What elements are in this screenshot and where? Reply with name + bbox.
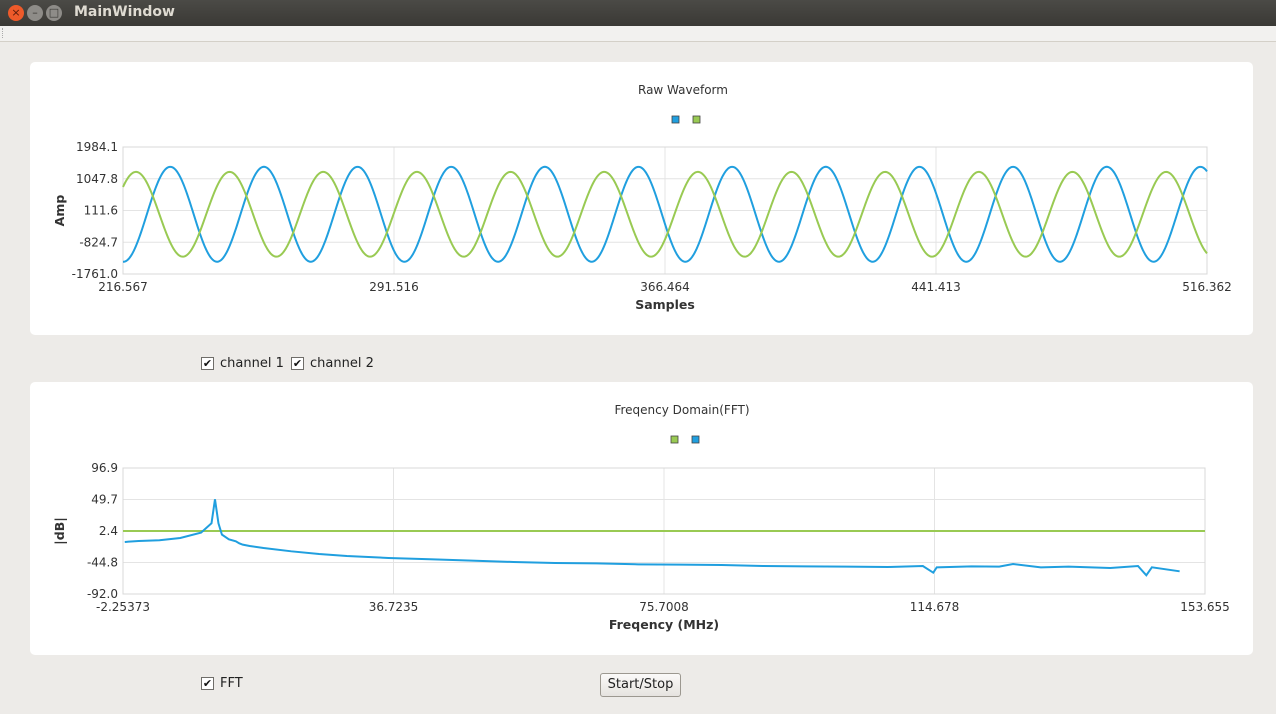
x-tick-label: -2.25373	[96, 600, 150, 614]
close-window-button[interactable]: ×	[8, 5, 24, 21]
x-tick-label: 216.567	[98, 280, 148, 294]
channel1-label: channel 1	[220, 356, 284, 371]
y-tick-label: 111.6	[84, 204, 118, 218]
legend-marker	[692, 115, 701, 124]
fft-checkbox[interactable]: ✔ FFT	[201, 676, 243, 691]
y-tick-label: 1984.1	[76, 140, 118, 154]
y-axis-label: Amp	[52, 195, 67, 227]
menu-bar	[0, 26, 1276, 42]
y-tick-label: 96.9	[91, 461, 118, 475]
raw-waveform-chart: Raw Waveform 216.567 291.516 366.464 441.413…	[30, 62, 1253, 335]
plot-area-border	[122, 146, 1208, 275]
legend-marker	[671, 115, 680, 124]
y-tick-label: -824.7	[79, 235, 118, 249]
series-line-2	[124, 499, 1180, 577]
maximize-window-button[interactable]: □	[46, 5, 62, 21]
chart-title: Freqency Domain(FFT)	[614, 403, 749, 417]
y-axis-label: |dB|	[52, 517, 67, 545]
x-tick-label: 114.678	[910, 600, 960, 614]
series-line-2	[122, 170, 1208, 258]
y-tick-label: -92.0	[87, 587, 118, 601]
x-tick-label: 441.413	[911, 280, 961, 294]
x-tick-label: 36.7235	[369, 600, 419, 614]
start-stop-button[interactable]: Start/Stop	[600, 673, 681, 697]
channel1-checkbox[interactable]: ✔ channel 1	[201, 356, 284, 371]
fft-check-icon[interactable]: ✔	[201, 677, 214, 690]
fft-chart: Freqency Domain(FFT) -2.25373 36.7235 75.70…	[30, 382, 1253, 655]
x-axis-label: Freqency (MHz)	[609, 617, 719, 632]
legend-marker	[691, 435, 700, 444]
fft-label: FFT	[220, 676, 243, 691]
x-axis-label: Samples	[635, 297, 695, 312]
x-tick-label: 153.655	[1180, 600, 1230, 614]
x-tick-label: 291.516	[369, 280, 419, 294]
channel2-checkbox[interactable]: ✔ channel 2	[291, 356, 374, 371]
menu-grip-icon	[2, 28, 6, 38]
channel1-check-icon[interactable]: ✔	[201, 357, 214, 370]
y-tick-label: 49.7	[91, 493, 118, 507]
channel2-label: channel 2	[310, 356, 374, 371]
x-tick-label: 75.7008	[639, 600, 689, 614]
x-tick-label: 516.362	[1182, 280, 1232, 294]
y-tick-label: 2.4	[99, 524, 118, 538]
y-tick-label: -44.8	[87, 556, 118, 570]
y-tick-label: 1047.8	[76, 172, 118, 186]
raw-waveform-svg: Raw Waveform 216.567 291.516 366.464 441.413…	[52, 83, 1232, 312]
series-line-1	[122, 165, 1208, 263]
minimize-window-button[interactable]: –	[27, 5, 43, 21]
legend-marker	[670, 435, 679, 444]
window-title: MainWindow	[74, 4, 175, 20]
y-tick-label: -1761.0	[72, 267, 118, 281]
fft-svg: Freqency Domain(FFT) -2.25373 36.7235 75.70…	[52, 403, 1230, 632]
x-tick-label: 366.464	[640, 280, 690, 294]
channel2-check-icon[interactable]: ✔	[291, 357, 304, 370]
chart-title: Raw Waveform	[638, 83, 728, 97]
title-bar: × – □ MainWindow	[0, 0, 1276, 26]
